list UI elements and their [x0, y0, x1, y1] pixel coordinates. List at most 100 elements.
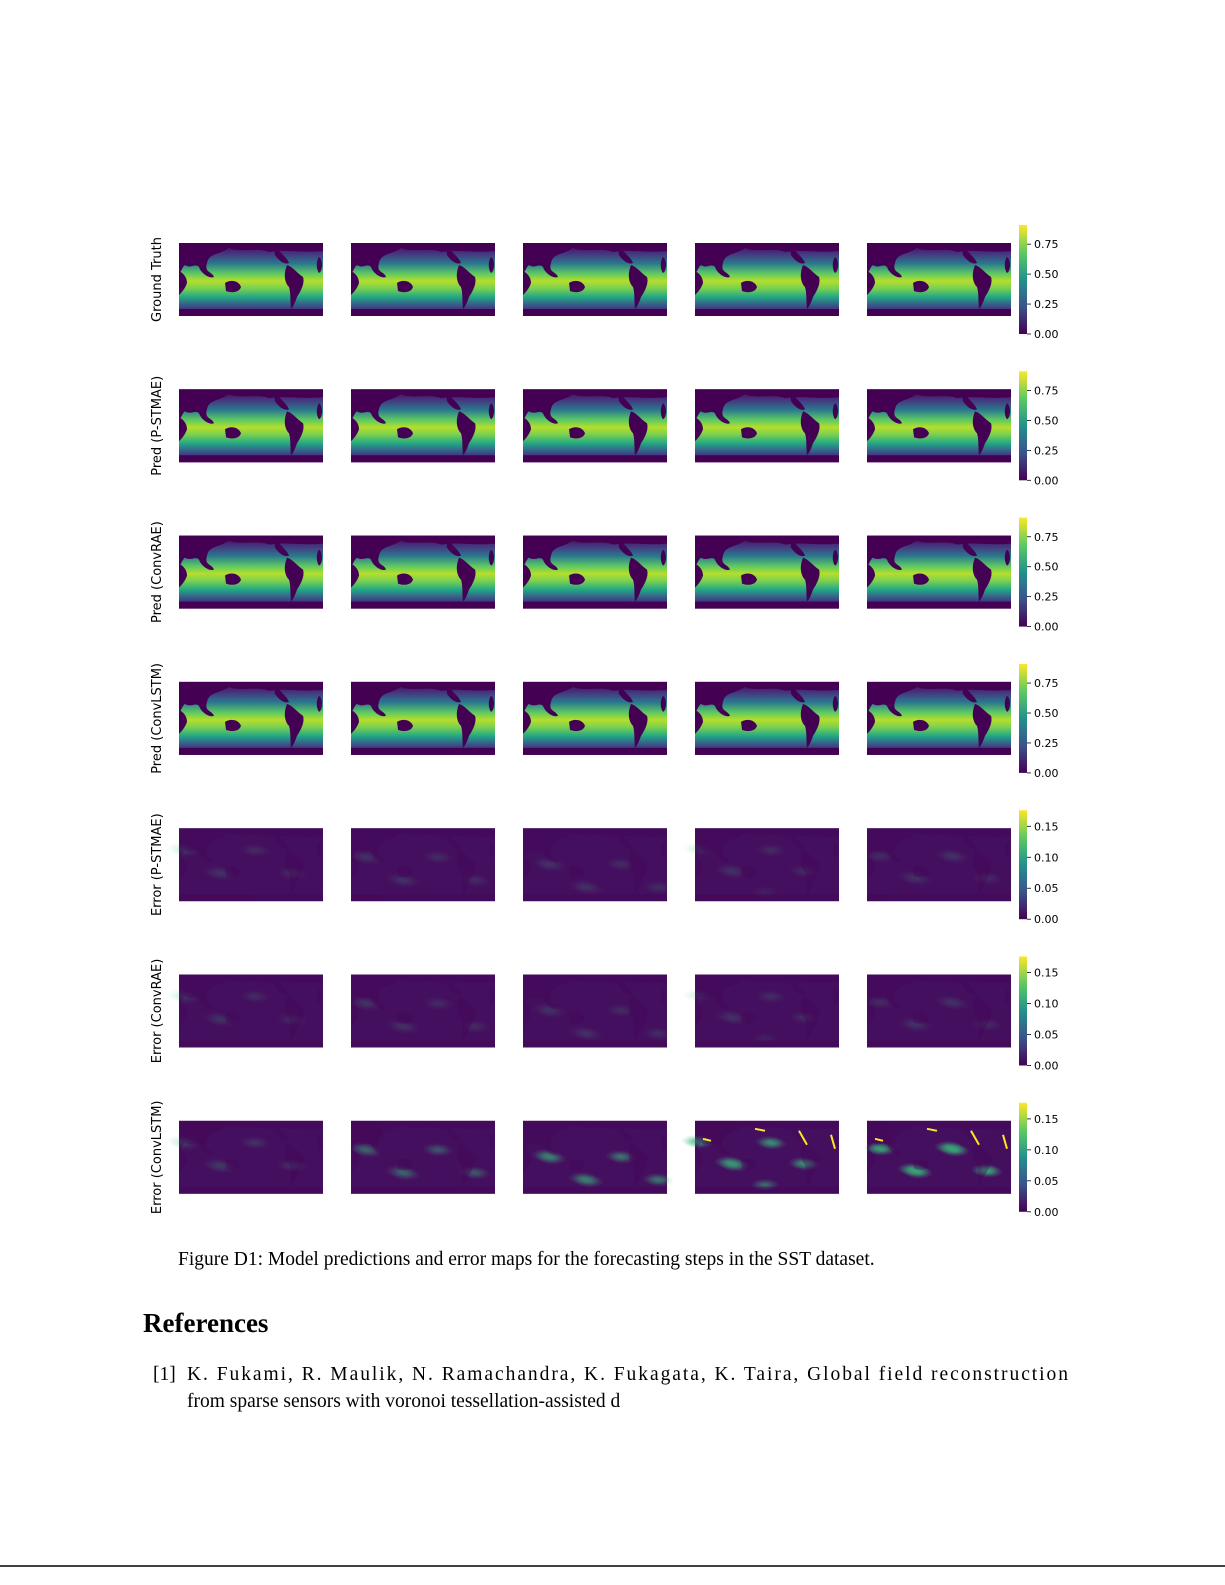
row-label: Error (P-STMAE) [150, 813, 165, 916]
map-panel [864, 1120, 1011, 1194]
error-patch [243, 991, 271, 1004]
error-patch [426, 1144, 454, 1157]
map-panel [867, 389, 1011, 463]
colorbar-tick-label: 0.00 [1034, 1060, 1059, 1073]
figure: Ground Truth 0.00 0.25 0.50 0.75 Pred (P-STMA… [150, 225, 1059, 1219]
error-patch [646, 1174, 674, 1187]
map-panel [523, 681, 667, 755]
error-hotspot [702, 1127, 836, 1150]
error-patch [905, 1020, 933, 1033]
colorbar-tick-label: 0.10 [1034, 1144, 1059, 1157]
error-patch [243, 845, 271, 858]
map-panel [523, 535, 667, 609]
error-patch [539, 1006, 567, 1019]
map-panel [165, 974, 323, 1048]
error-patch [759, 991, 787, 1004]
error-patch [942, 1144, 970, 1157]
map-panel [348, 828, 495, 902]
map-panel [681, 828, 839, 902]
error-patch [426, 852, 454, 865]
error-patch [905, 874, 933, 887]
map-panel [348, 1120, 495, 1194]
colorbar [1019, 1102, 1027, 1212]
map-panel [179, 389, 323, 463]
map-panel [867, 681, 1011, 755]
map-panel [523, 243, 667, 316]
error-patch [539, 860, 567, 873]
map-panel [695, 243, 839, 316]
caption: Figure D1: Model predictions and error m… [178, 1249, 875, 1270]
map-panel [179, 681, 323, 755]
map-panel [695, 389, 839, 463]
colorbar-tick-label: 0.00 [1034, 621, 1059, 634]
row-label: Error (ConvLSTM) [150, 1101, 165, 1215]
map-panel [351, 243, 495, 316]
colorbar-tick-label: 0.25 [1034, 591, 1059, 604]
error-hotspot [874, 1127, 1008, 1150]
map-panel [695, 535, 839, 609]
colorbar-tick-label: 0.05 [1034, 882, 1059, 895]
error-patch [576, 1029, 604, 1042]
colorbar-tick-label: 0.75 [1034, 384, 1059, 397]
error-patch [646, 1028, 674, 1041]
row-label: Error (ConvRAE) [150, 959, 165, 1064]
row-label: Ground Truth [150, 237, 165, 322]
map-panel [864, 974, 1011, 1048]
error-patch [759, 845, 787, 858]
colorbar-tick-label: 0.00 [1034, 474, 1059, 487]
colorbar-tick-label: 0.00 [1034, 767, 1059, 780]
colorbar-tick-label: 0.75 [1034, 238, 1059, 251]
map-panel [179, 535, 323, 609]
error-patch [905, 1166, 933, 1179]
error-patch [393, 1168, 421, 1181]
map-panel [681, 1120, 839, 1194]
colorbar-tick-label: 0.05 [1034, 1029, 1059, 1042]
map-panel [179, 243, 323, 316]
colorbar [1019, 663, 1027, 773]
colorbar [1019, 517, 1027, 627]
row-label: Pred (ConvRAE) [150, 521, 165, 623]
colorbar-tick-label: 0.10 [1034, 998, 1059, 1011]
colorbar-tick-label: 0.00 [1034, 328, 1059, 341]
colorbar [1019, 956, 1027, 1066]
map-panel [867, 535, 1011, 609]
row-label: Pred (ConvLSTM) [150, 663, 165, 774]
error-patch [393, 1022, 421, 1035]
colorbar-tick-label: 0.75 [1034, 677, 1059, 690]
map-panel [864, 828, 1011, 902]
map-panel [523, 974, 674, 1048]
error-patch [393, 876, 421, 889]
colorbar-tick-label: 0.15 [1034, 1113, 1059, 1126]
colorbar-tick-label: 0.25 [1034, 298, 1059, 311]
colorbar-tick-label: 0.50 [1034, 414, 1059, 427]
error-patch [243, 1137, 271, 1150]
reference-text: from sparse sensors with voronoi tessell… [187, 1391, 621, 1412]
map-panel [351, 535, 495, 609]
map-panel [523, 1120, 674, 1194]
map-panel [695, 681, 839, 755]
colorbar-tick-label: 0.50 [1034, 268, 1059, 281]
reference-label: [1] [153, 1364, 176, 1385]
colorbar-tick-label: 0.15 [1034, 967, 1059, 980]
colorbar [1019, 225, 1027, 334]
colorbar-tick-label: 0.15 [1034, 820, 1059, 833]
error-patch [576, 1175, 604, 1188]
error-patch [646, 882, 674, 895]
colorbar-tick-label: 0.50 [1034, 707, 1059, 720]
colorbar-tick-label: 0.10 [1034, 851, 1059, 864]
map-panel [523, 828, 674, 902]
colorbar-tick-label: 0.25 [1034, 737, 1059, 750]
references-heading: References [143, 1308, 268, 1338]
map-panel [351, 389, 495, 463]
colorbar-tick-label: 0.25 [1034, 444, 1059, 457]
map-panel [867, 243, 1011, 316]
colorbar-tick-label: 0.00 [1034, 1206, 1059, 1219]
map-panel [165, 828, 323, 902]
map-panel [351, 681, 495, 755]
colorbar [1019, 371, 1027, 481]
error-patch [942, 852, 970, 865]
map-panel [348, 974, 495, 1048]
error-patch [942, 998, 970, 1011]
colorbar-tick-label: 0.75 [1034, 531, 1059, 544]
